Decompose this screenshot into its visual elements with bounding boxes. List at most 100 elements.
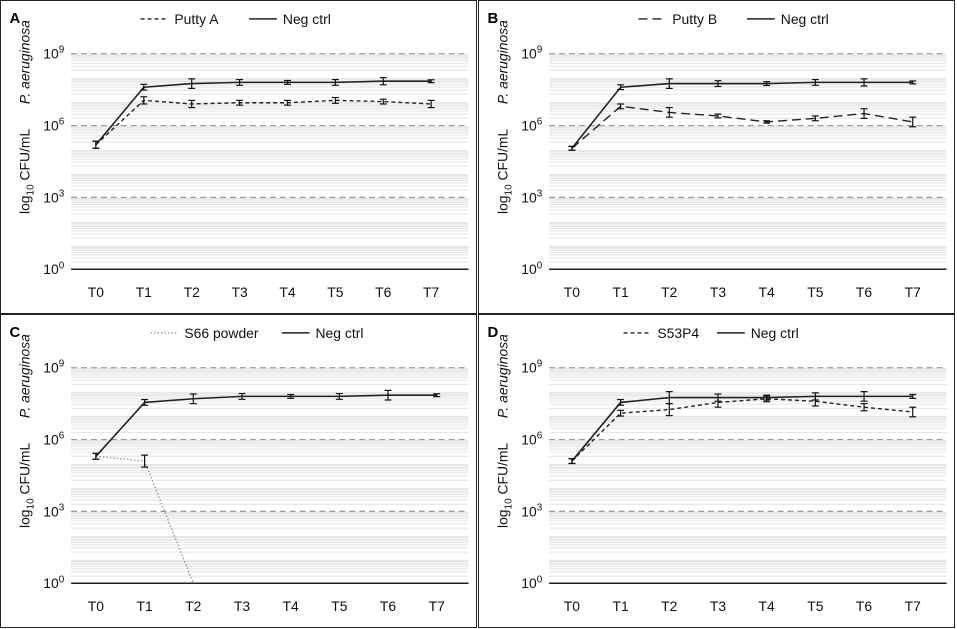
error-bar bbox=[665, 78, 673, 89]
x-tick-label: T5 bbox=[331, 598, 347, 614]
error-bar bbox=[189, 393, 197, 405]
error-bar bbox=[811, 392, 819, 401]
error-bar bbox=[188, 99, 196, 109]
y-tick-label: 103 bbox=[43, 502, 64, 519]
svg-text:Putty A: Putty A bbox=[174, 11, 219, 27]
svg-text:Neg ctrl: Neg ctrl bbox=[283, 11, 331, 27]
error-bar bbox=[568, 145, 576, 151]
y-tick-label: 100 bbox=[521, 260, 542, 277]
x-tick-label: T4 bbox=[759, 284, 775, 300]
error-bar bbox=[714, 113, 722, 119]
x-tick-label: T3 bbox=[231, 284, 247, 300]
y-tick-label: 109 bbox=[43, 45, 64, 62]
svg-text:S66 powder: S66 powder bbox=[184, 325, 259, 341]
error-bar bbox=[331, 96, 339, 104]
panel-letter: B bbox=[487, 11, 498, 27]
panel-letter: D bbox=[487, 325, 498, 341]
legend-entry: S66 powder bbox=[150, 325, 259, 341]
error-bar bbox=[763, 394, 771, 401]
svg-text:Neg ctrl: Neg ctrl bbox=[751, 325, 799, 341]
error-bar bbox=[909, 116, 917, 128]
y-tick-label: 103 bbox=[521, 188, 542, 205]
x-tick-label: T7 bbox=[423, 284, 439, 300]
error-bar bbox=[92, 140, 100, 149]
x-tick-label: T3 bbox=[710, 284, 726, 300]
y-axis-organism-label: P. aeruginosa bbox=[494, 334, 510, 418]
error-bar bbox=[617, 84, 625, 91]
error-bar bbox=[427, 99, 435, 109]
chart-svg: A 100 103 106 109 T0 T1 T2 T3 T4 T5 T6 T7 log10 CFU/m… bbox=[9, 11, 469, 300]
panel-letter: C bbox=[9, 325, 20, 341]
error-bar bbox=[335, 392, 343, 400]
y-tick-label: 109 bbox=[43, 359, 64, 376]
error-bar bbox=[188, 78, 196, 89]
legend-entry: Neg ctrl bbox=[249, 11, 331, 27]
error-bar bbox=[714, 80, 722, 88]
error-bar bbox=[763, 81, 771, 87]
error-bar bbox=[909, 406, 917, 418]
error-bar bbox=[714, 393, 722, 402]
x-tick-label: T4 bbox=[279, 284, 295, 300]
error-bar bbox=[238, 392, 246, 400]
error-bar bbox=[427, 79, 435, 84]
error-bar bbox=[379, 98, 387, 105]
y-tick-label: 109 bbox=[521, 359, 542, 376]
x-tick-label: T4 bbox=[283, 598, 299, 614]
y-tick-label: 106 bbox=[521, 431, 542, 448]
panel-c: C 100 103 106 109 T0 T1 T2 T3 T4 T5 T6 T7 log10 CFU/m… bbox=[0, 314, 477, 628]
y-tick-label: 106 bbox=[43, 431, 64, 448]
chart-svg: B 100 103 106 109 T0 T1 T2 T3 T4 T5 T6 T7 log10 CFU/m… bbox=[487, 11, 947, 300]
error-bar bbox=[617, 103, 625, 110]
series-line-neg-ctrl bbox=[95, 80, 432, 146]
error-bar bbox=[811, 115, 819, 122]
legend-entry: Putty B bbox=[638, 11, 717, 27]
x-tick-label: T5 bbox=[807, 598, 823, 614]
error-bar bbox=[284, 99, 291, 106]
x-tick-label: T6 bbox=[380, 598, 396, 614]
x-tick-label: T3 bbox=[234, 598, 250, 614]
error-bar bbox=[811, 78, 819, 86]
y-tick-label: 100 bbox=[43, 260, 64, 277]
y-axis-organism-label: P. aeruginosa bbox=[16, 20, 32, 104]
error-bar bbox=[92, 452, 100, 460]
x-tick-label: T4 bbox=[759, 598, 775, 614]
x-tick-label: T7 bbox=[905, 284, 921, 300]
legend-entry: Neg ctrl bbox=[716, 325, 799, 341]
error-bar bbox=[763, 120, 771, 124]
series-line-neg-ctrl bbox=[95, 394, 437, 457]
error-bar bbox=[568, 458, 576, 465]
error-bar bbox=[331, 78, 339, 86]
x-tick-label: T5 bbox=[327, 284, 343, 300]
series-line-neg-ctrl bbox=[571, 395, 913, 462]
error-bar bbox=[860, 403, 868, 412]
y-axis-organism-label: P. aeruginosa bbox=[16, 334, 32, 418]
y-axis-label: log10 CFU/mL bbox=[494, 443, 514, 529]
y-axis-label: log10 CFU/mL bbox=[16, 129, 36, 215]
x-tick-label: T5 bbox=[807, 284, 823, 300]
x-tick-label: T1 bbox=[612, 598, 628, 614]
x-tick-label: T0 bbox=[88, 284, 104, 300]
y-axis-organism-label: P. aeruginosa bbox=[494, 20, 510, 104]
error-bar bbox=[140, 96, 148, 105]
svg-text:S53P4: S53P4 bbox=[657, 325, 699, 341]
svg-text:Putty B: Putty B bbox=[672, 11, 717, 27]
error-bar bbox=[909, 80, 917, 85]
error-bar bbox=[284, 79, 291, 85]
error-bar bbox=[860, 391, 868, 402]
panel-letter: A bbox=[9, 11, 20, 27]
error-bar bbox=[379, 77, 387, 86]
error-bar bbox=[909, 393, 917, 399]
x-tick-label: T1 bbox=[612, 284, 628, 300]
x-tick-label: T6 bbox=[856, 284, 872, 300]
error-bar bbox=[665, 106, 673, 118]
y-tick-label: 100 bbox=[521, 574, 542, 591]
panel-d: D 100 103 106 109 T0 T1 T2 T3 T4 T5 T6 T7 log10 CFU/m… bbox=[478, 314, 955, 628]
y-tick-label: 106 bbox=[43, 117, 64, 134]
x-tick-label: T2 bbox=[185, 598, 201, 614]
series-line-neg-ctrl bbox=[571, 81, 913, 149]
y-tick-label: 103 bbox=[43, 188, 64, 205]
panel-b: B 100 103 106 109 T0 T1 T2 T3 T4 T5 T6 T7 log10 CFU/m… bbox=[478, 0, 955, 314]
panel-a: A 100 103 106 109 T0 T1 T2 T3 T4 T5 T6 T7 log10 CFU/m… bbox=[0, 0, 477, 314]
svg-text:Neg ctrl: Neg ctrl bbox=[781, 11, 829, 27]
error-bar bbox=[860, 108, 868, 119]
